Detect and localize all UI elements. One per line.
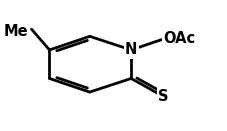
Text: Me: Me [4,24,28,39]
Text: OAc: OAc [163,31,195,46]
Text: N: N [125,42,137,58]
Text: S: S [158,89,169,104]
